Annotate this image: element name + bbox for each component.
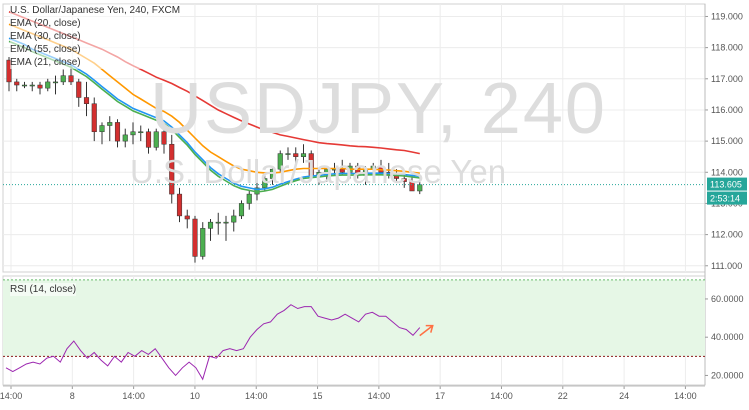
rsi-band [3, 279, 705, 357]
candle-down [68, 75, 74, 83]
candle-up [52, 81, 59, 84]
candle-up [122, 134, 128, 142]
candle-up [277, 153, 283, 170]
candle-down [339, 168, 345, 173]
legend-ema-20[interactable]: EMA (20, close) [10, 18, 81, 29]
x-tick-label: 14:00 [368, 391, 391, 401]
candle-up [231, 215, 237, 223]
candle-up [99, 125, 105, 133]
x-tick-label: 14:00 [122, 391, 145, 401]
x-tick-label: 15 [313, 391, 323, 401]
x-tick-label: 24 [619, 391, 629, 401]
rsi-line [5, 304, 421, 381]
candle-up [60, 75, 66, 83]
rsi-arrow-head [425, 324, 434, 333]
candle-up [29, 84, 35, 87]
candle-up [207, 221, 214, 229]
candle-down [114, 122, 121, 142]
rsi-y-tick-label: 60.0000 [711, 294, 744, 304]
candle-down [169, 143, 175, 195]
x-tick-label: 8 [70, 391, 75, 401]
y-tick-label: 116.000 [711, 105, 743, 115]
candle-up [45, 81, 51, 89]
candle-up [223, 221, 229, 224]
candle-down [192, 218, 198, 257]
candle-down [184, 215, 190, 220]
last-price-label: 113.605 [710, 180, 742, 190]
y-tick-label: 119.000 [711, 11, 743, 21]
x-tick-label: 14:00 [245, 391, 268, 401]
candle-up [107, 122, 113, 126]
y-tick-label: 117.000 [711, 74, 743, 84]
candle-down [161, 131, 167, 145]
candle-up [324, 168, 330, 173]
countdown-label: 2:53:14 [710, 194, 740, 204]
countdown-badge [707, 191, 747, 205]
candle-down [176, 193, 183, 217]
candle-up [200, 228, 206, 257]
candle-down [14, 81, 20, 86]
x-tick-label: 10 [190, 391, 200, 401]
x-tick-label: 17 [435, 391, 445, 401]
candle-up [300, 153, 307, 157]
candle-up [262, 178, 268, 189]
x-tick-label: 14:00 [674, 391, 697, 401]
candle-up [285, 153, 291, 155]
legend-ema-55[interactable]: EMA (55, close) [10, 44, 81, 55]
candle-down [91, 103, 97, 133]
chart-title: U.S. Dollar/Japanese Yen, 240, FXCM [10, 5, 181, 16]
candle-up [215, 221, 221, 224]
y-tick-label: 115.000 [711, 136, 743, 146]
x-tick-label: 14:00 [490, 391, 513, 401]
candle-up [138, 131, 144, 134]
price-legend: U.S. Dollar/Japanese Yen, 240, FXCM EMA … [10, 4, 181, 69]
candle-up [238, 203, 245, 217]
y-tick-label: 112.000 [711, 230, 743, 240]
candle-down [6, 59, 12, 83]
candle-up [269, 168, 276, 179]
ema-line-3 [8, 40, 420, 193]
y-tick-label: 118.000 [711, 43, 743, 53]
rsi-y-tick-label: 20.0000 [711, 370, 744, 380]
candle-down [83, 97, 90, 104]
candle-up [246, 193, 252, 204]
y-tick-label: 111.000 [711, 261, 742, 271]
candle-down [409, 181, 415, 192]
candle-up [130, 131, 136, 136]
y-tick-label: 114.000 [711, 167, 743, 177]
candle-up [21, 84, 28, 87]
last-price-badge [707, 177, 747, 191]
x-tick-label: 14:00 [0, 391, 22, 401]
rsi-legend[interactable]: RSI (14, close) [10, 283, 77, 296]
candle-up [417, 184, 423, 192]
rsi-y-tick-label: 40.0000 [711, 332, 744, 342]
rsi-arrow-shaft [419, 325, 434, 337]
candle-down [401, 178, 407, 182]
candle-up [331, 168, 338, 171]
legend-ema-21[interactable]: EMA (21, close) [10, 57, 81, 68]
candle-down [308, 153, 314, 176]
candle-down [293, 153, 299, 157]
legend-ema-30[interactable]: EMA (30, close) [10, 31, 81, 42]
candle-down [76, 81, 82, 98]
x-tick-label: 22 [558, 391, 568, 401]
candle-down [37, 84, 43, 89]
candle-up [153, 131, 159, 148]
candle-down [145, 131, 152, 148]
